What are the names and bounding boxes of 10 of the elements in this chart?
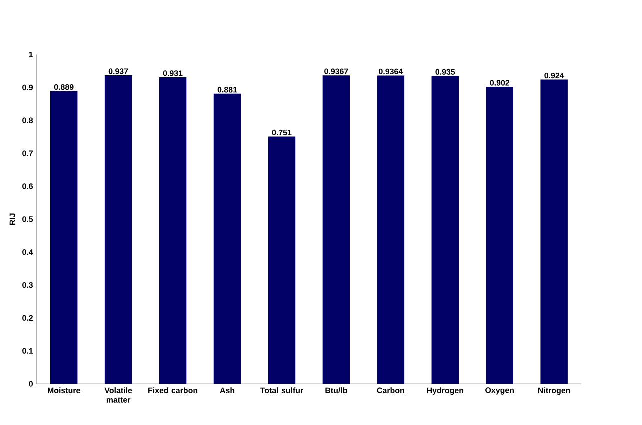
bar [540,80,568,384]
bar [159,77,187,384]
bar [104,75,132,384]
bar [322,76,350,384]
bar [50,91,78,384]
bar [268,136,296,384]
bar [486,86,514,384]
bar [377,76,405,384]
bar [432,76,460,384]
bar [214,94,242,384]
